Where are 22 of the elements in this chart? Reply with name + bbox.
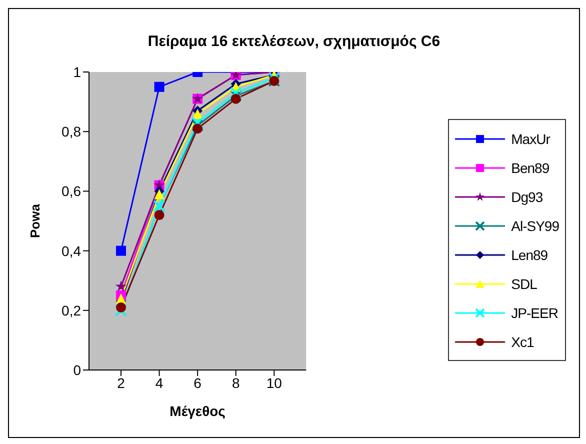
y-tick-label: 0,6 (62, 183, 82, 200)
legend-label: SDL (511, 276, 537, 292)
legend-label: Dg93 (511, 188, 543, 204)
x-tick-label: 10 (266, 374, 282, 391)
y-tick-label: 0 (73, 362, 82, 378)
x-tick-label: 2 (117, 374, 126, 391)
legend-label: Len89 (511, 246, 548, 262)
legend-label: MaxUr (511, 130, 550, 146)
y-tick-label: 1 (73, 64, 82, 80)
legend-label: JP-EER (511, 304, 558, 320)
y-axis-title: Powa (28, 203, 43, 238)
x-tick-label: 6 (194, 374, 202, 391)
x-tick-label: 8 (232, 374, 240, 391)
legend-label: Ben89 (511, 160, 550, 176)
legend-label: Xc1 (511, 334, 534, 350)
legend-label: Al-SY99 (511, 218, 559, 234)
x-tick-label: 4 (155, 374, 164, 391)
chart-title: Πείραμα 16 εκτελέσεων, σχηματισμός C6 (146, 33, 442, 50)
y-tick-label: 0,8 (62, 124, 82, 140)
x-axis-title: Μέγεθος (170, 403, 226, 419)
y-tick-label: 0,4 (62, 242, 82, 259)
y-tick-label: 0,2 (62, 302, 82, 318)
